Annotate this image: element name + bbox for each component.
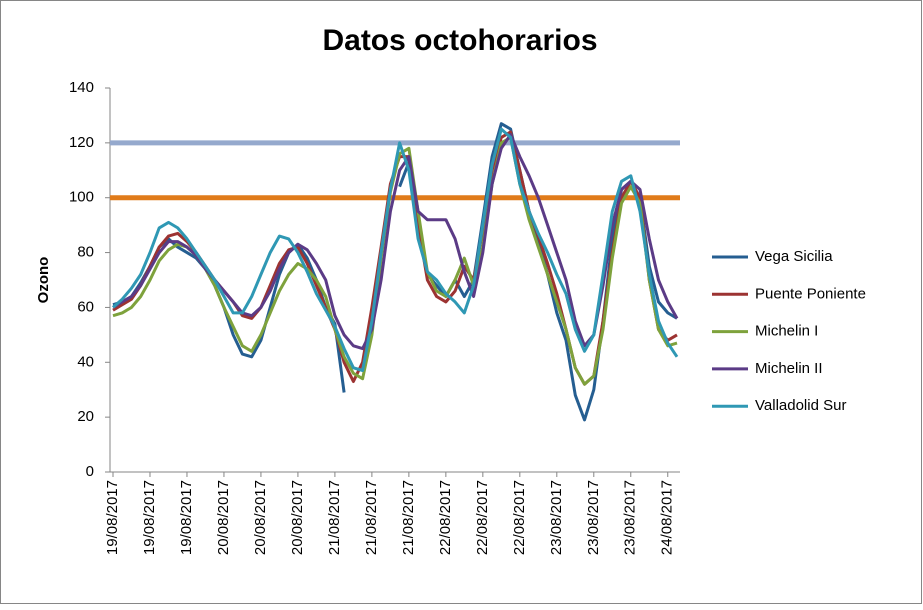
x-tick-label: 23/08/2017 — [585, 480, 602, 555]
x-tick-label: 21/08/2017 — [400, 480, 417, 555]
x-tick-label: 22/08/2017 — [437, 480, 454, 555]
x-tick-label: 22/08/2017 — [511, 480, 528, 555]
y-tick-label: 60 — [77, 298, 94, 315]
y-tick-label: 80 — [77, 244, 94, 261]
x-tick-label: 20/08/2017 — [252, 480, 269, 555]
x-tick-label: 19/08/2017 — [178, 480, 195, 555]
y-tick-label: 0 — [86, 463, 94, 480]
x-tick-label: 22/08/2017 — [474, 480, 491, 555]
x-tick-label: 19/08/2017 — [141, 480, 158, 555]
legend-label: Vega Sicilia — [755, 248, 833, 265]
legend-label: Puente Poniente — [755, 285, 866, 302]
x-tick-label: 24/08/2017 — [659, 480, 676, 555]
legend-label: Michelin I — [755, 323, 818, 340]
legend-label: Valladolid Sur — [755, 397, 846, 414]
x-tick-label: 21/08/2017 — [326, 480, 343, 555]
chart-title: Datos octohorarios — [322, 24, 597, 57]
y-tick-label: 20 — [77, 408, 94, 425]
x-tick-label: 23/08/2017 — [548, 480, 565, 555]
y-tick-label: 100 — [69, 189, 94, 206]
x-tick-label: 20/08/2017 — [289, 480, 306, 555]
legend-label: Michelin II — [755, 360, 823, 377]
x-tick-label: 21/08/2017 — [363, 480, 380, 555]
series-line — [112, 127, 679, 372]
y-tick-label: 140 — [69, 79, 94, 96]
y-axis-label: Ozono — [35, 257, 52, 304]
y-tick-label: 40 — [77, 353, 94, 370]
x-tick-label: 23/08/2017 — [622, 480, 639, 555]
y-tick-label: 120 — [69, 134, 94, 151]
x-tick-label: 20/08/2017 — [215, 480, 232, 555]
x-tick-label: 19/08/2017 — [104, 480, 121, 555]
